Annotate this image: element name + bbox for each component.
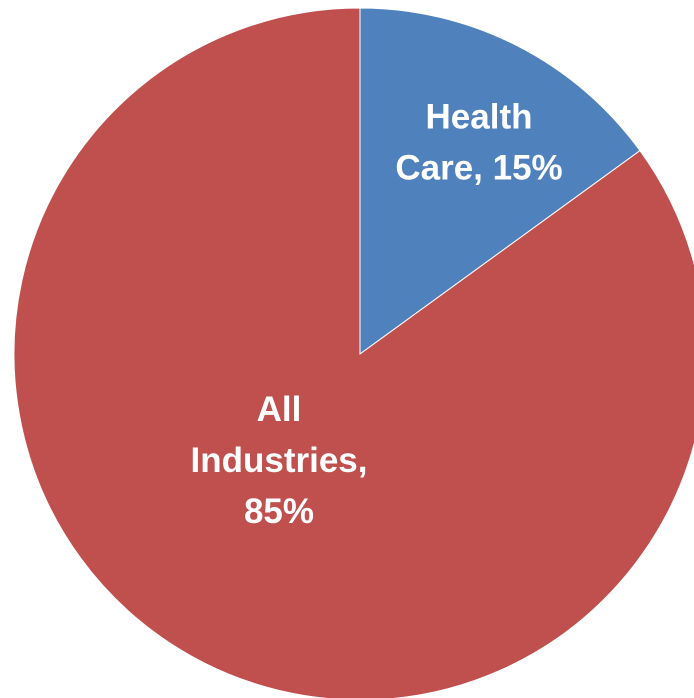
slice-label-all-industries: All Industries, 85% [191,390,368,531]
slice-label-line: 85% [244,492,314,531]
slice-label-line: Care, 15% [395,149,562,188]
pie-slice-all-industries [13,7,694,698]
slices-layer [13,7,694,698]
slice-label-line: All [257,390,302,429]
labels-layer: Health Care, 15% All Industries, 85% [191,98,563,532]
slice-label-line: Industries, [191,441,368,480]
pie-slice-health-care [359,7,641,355]
slice-label-health-care: Health Care, 15% [395,98,562,188]
slice-label-line: Health [426,98,533,137]
